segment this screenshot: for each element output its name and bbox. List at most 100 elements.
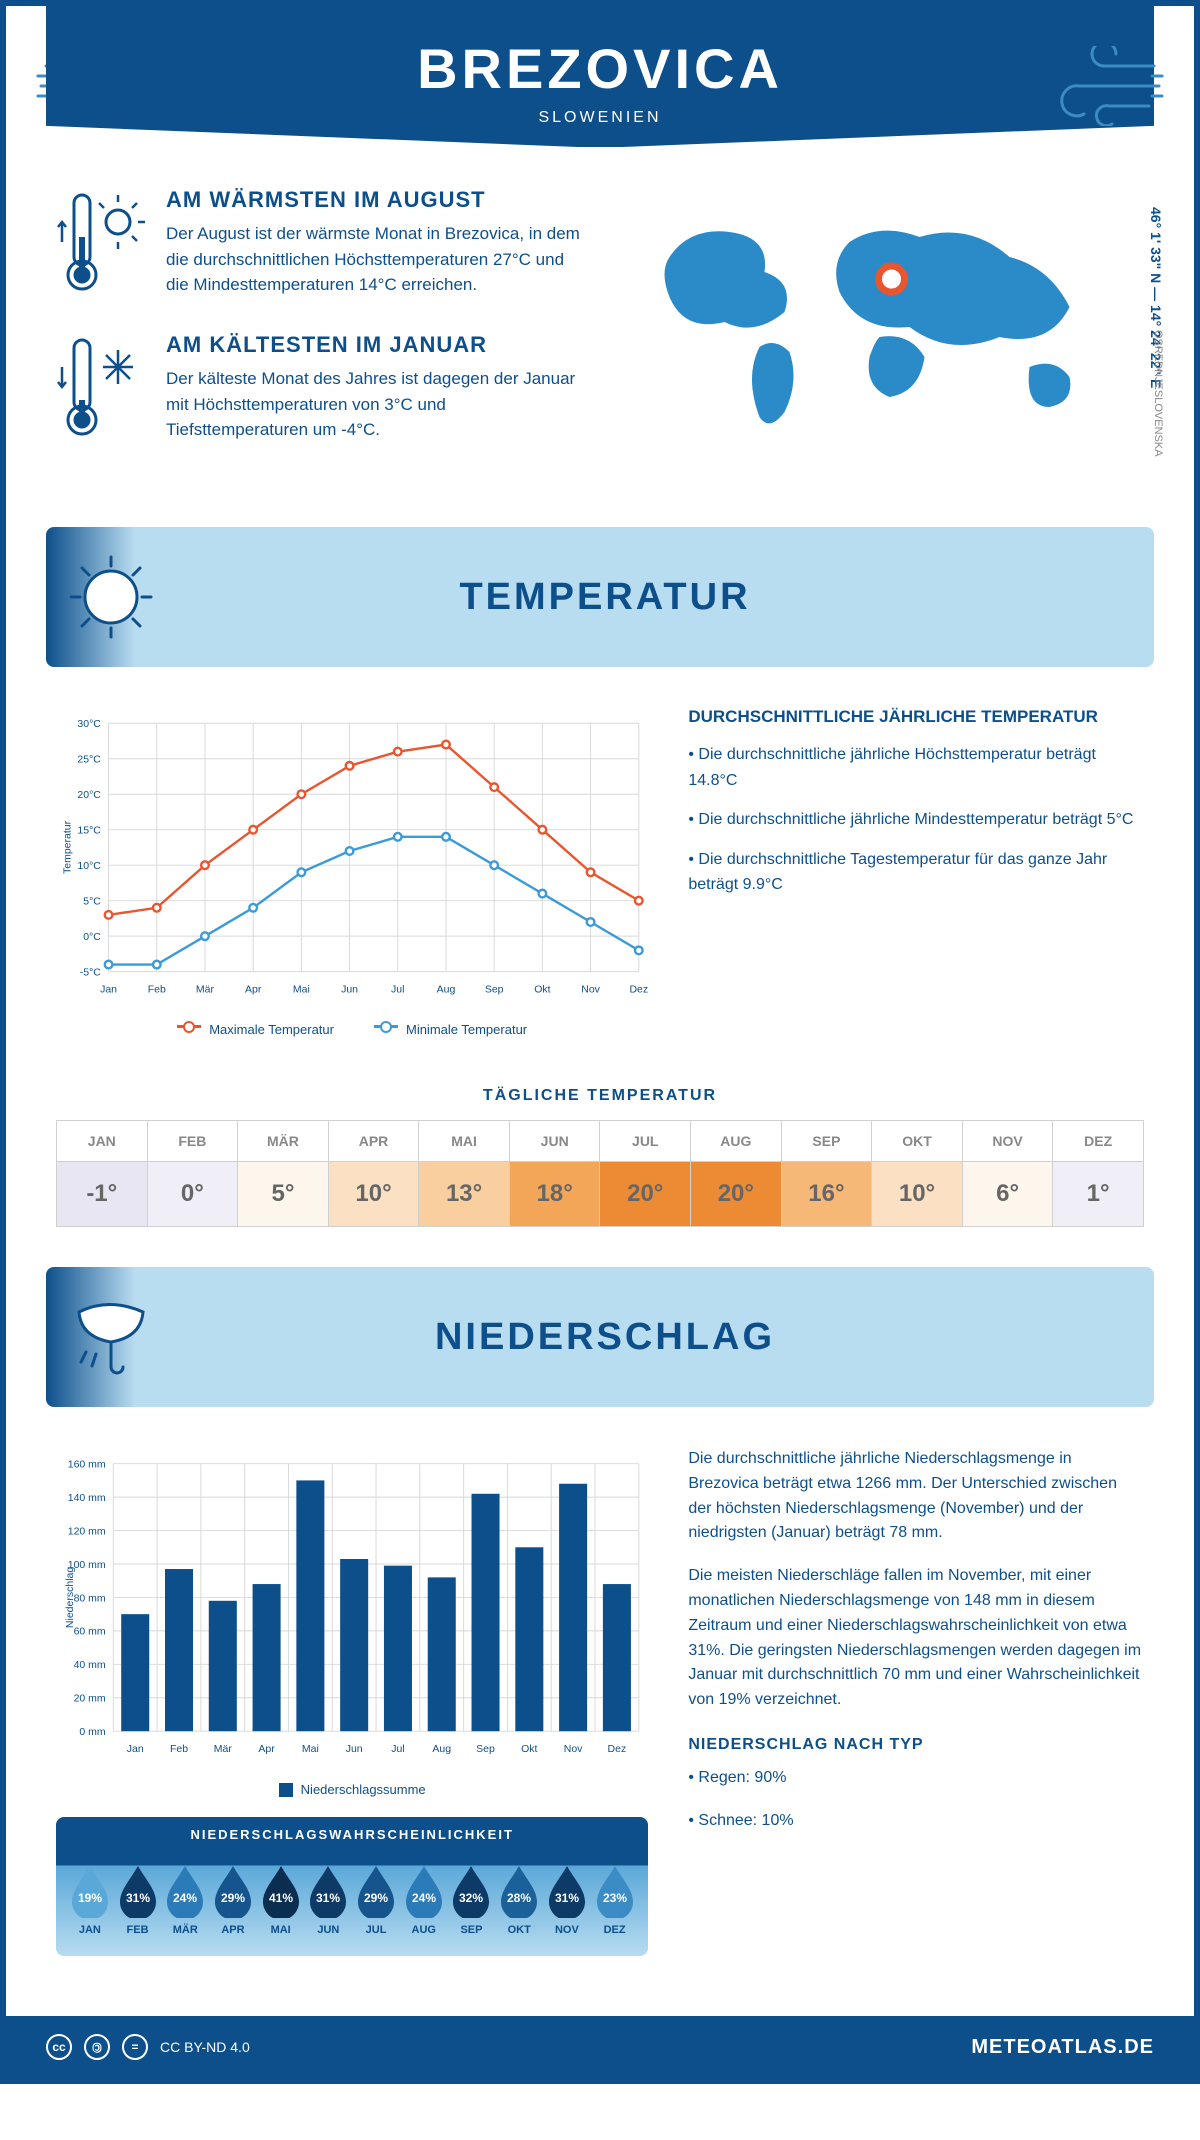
probability-drop: 23%DEZ — [591, 1862, 639, 1936]
intro-section: AM WÄRMSTEN IM AUGUST Der August ist der… — [6, 147, 1194, 507]
country-subtitle: SLOWENIEN — [66, 109, 1134, 127]
svg-text:140 mm: 140 mm — [68, 1492, 106, 1504]
svg-text:-5°C: -5°C — [80, 966, 102, 978]
svg-text:29%: 29% — [364, 1891, 388, 1905]
annual-item-0: • Die durchschnittliche jährliche Höchst… — [688, 742, 1144, 793]
probability-drop: 24%MÄR — [161, 1862, 209, 1936]
svg-text:Jul: Jul — [391, 984, 404, 996]
by-icon: 🄯 — [84, 2034, 110, 2060]
infographic-frame: BREZOVICA SLOWENIEN AM WÄRMSTEN IM AUGUS… — [0, 0, 1200, 2084]
svg-text:Apr: Apr — [258, 1743, 275, 1755]
header-banner: BREZOVICA SLOWENIEN — [46, 6, 1154, 147]
annual-item-2: • Die durchschnittliche Tagestemperatur … — [688, 847, 1144, 898]
temperature-section-header: TEMPERATUR — [46, 527, 1154, 667]
svg-text:Apr: Apr — [245, 984, 262, 996]
warmest-title: AM WÄRMSTEN IM AUGUST — [166, 187, 585, 213]
coldest-title: AM KÄLTESTEN IM JANUAR — [166, 332, 585, 358]
svg-text:Mär: Mär — [196, 984, 215, 996]
svg-text:10°C: 10°C — [77, 860, 101, 872]
svg-text:80 mm: 80 mm — [74, 1592, 106, 1604]
svg-text:Temperatur: Temperatur — [61, 820, 73, 874]
svg-text:0°C: 0°C — [83, 931, 101, 943]
precip-type-1: • Schnee: 10% — [688, 1809, 1144, 1834]
wind-icon-right — [1024, 46, 1164, 131]
daily-cell: MÄR5° — [238, 1121, 329, 1226]
probability-drop: 41%MAI — [257, 1862, 305, 1936]
svg-text:Mai: Mai — [302, 1743, 319, 1755]
coldest-block: AM KÄLTESTEN IM JANUAR Der kälteste Mona… — [56, 332, 585, 447]
svg-text:31%: 31% — [555, 1891, 579, 1905]
svg-text:Dez: Dez — [629, 984, 648, 996]
license-text: CC BY-ND 4.0 — [160, 2039, 250, 2055]
svg-text:30°C: 30°C — [77, 718, 101, 730]
svg-text:15°C: 15°C — [77, 825, 101, 837]
daily-cell: NOV6° — [963, 1121, 1054, 1226]
city-title: BREZOVICA — [66, 36, 1134, 101]
probability-drop: 31%FEB — [114, 1862, 162, 1936]
daily-temperature-title: TÄGLICHE TEMPERATUR — [6, 1087, 1194, 1105]
probability-title: NIEDERSCHLAGSWAHRSCHEINLICHKEIT — [56, 1817, 648, 1852]
cc-icon: cc — [46, 2034, 72, 2060]
temperature-line-chart: -5°C0°C5°C10°C15°C20°C25°C30°CJanFebMärA… — [56, 707, 648, 1007]
probability-drop: 29%APR — [209, 1862, 257, 1936]
precipitation-content: 0 mm20 mm40 mm60 mm80 mm100 mm120 mm140 … — [6, 1427, 1194, 1986]
daily-cell: FEB0° — [148, 1121, 239, 1226]
svg-text:Okt: Okt — [534, 984, 550, 996]
precip-p2: Die meisten Niederschläge fallen im Nove… — [688, 1564, 1144, 1713]
thermometer-snow-icon — [56, 332, 146, 447]
svg-text:Nov: Nov — [581, 984, 600, 996]
license-block: cc 🄯 = CC BY-ND 4.0 — [46, 2034, 250, 2060]
daily-cell: OKT10° — [872, 1121, 963, 1226]
location-marker — [879, 266, 905, 292]
svg-text:40 mm: 40 mm — [74, 1659, 106, 1671]
umbrella-icon — [66, 1292, 156, 1382]
svg-text:Jan: Jan — [127, 1743, 144, 1755]
probability-drop: 32%SEP — [448, 1862, 496, 1936]
precipitation-bar-chart: 0 mm20 mm40 mm60 mm80 mm100 mm120 mm140 … — [56, 1447, 648, 1767]
precip-legend-label: Niederschlagssumme — [301, 1782, 426, 1797]
nd-icon: = — [122, 2034, 148, 2060]
warmest-text: Der August ist der wärmste Monat in Brez… — [166, 221, 585, 298]
precipitation-legend: Niederschlagssumme — [56, 1782, 648, 1797]
sun-icon — [66, 552, 156, 642]
svg-text:60 mm: 60 mm — [74, 1626, 106, 1638]
svg-text:41%: 41% — [269, 1891, 293, 1905]
precipitation-chart-area: 0 mm20 mm40 mm60 mm80 mm100 mm120 mm140 … — [56, 1447, 648, 1956]
svg-text:5°C: 5°C — [83, 895, 101, 907]
precip-type-0: • Regen: 90% — [688, 1766, 1144, 1791]
svg-text:Sep: Sep — [476, 1743, 495, 1755]
svg-text:160 mm: 160 mm — [68, 1459, 106, 1471]
annual-item-1: • Die durchschnittliche jährliche Mindes… — [688, 807, 1144, 833]
svg-text:0 mm: 0 mm — [79, 1726, 106, 1738]
svg-text:Feb: Feb — [170, 1743, 188, 1755]
daily-temperature-table: JAN-1°FEB0°MÄR5°APR10°MAI13°JUN18°JUL20°… — [56, 1120, 1144, 1227]
temperature-legend: Maximale Temperatur Minimale Temperatur — [56, 1022, 648, 1037]
annual-temperature-text: DURCHSCHNITTLICHE JÄHRLICHE TEMPERATUR •… — [688, 707, 1144, 1037]
temperature-title: TEMPERATUR — [186, 576, 1024, 619]
precip-type-title: NIEDERSCHLAG NACH TYP — [688, 1733, 1144, 1758]
precipitation-text: Die durchschnittliche jährliche Niedersc… — [688, 1447, 1144, 1956]
precipitation-section-header: NIEDERSCHLAG — [46, 1267, 1154, 1407]
daily-cell: JUL20° — [600, 1121, 691, 1226]
svg-text:Nov: Nov — [564, 1743, 583, 1755]
svg-text:Mär: Mär — [214, 1743, 233, 1755]
daily-cell: JAN-1° — [57, 1121, 148, 1226]
warmest-block: AM WÄRMSTEN IM AUGUST Der August ist der… — [56, 187, 585, 302]
svg-text:23%: 23% — [603, 1891, 627, 1905]
svg-text:32%: 32% — [459, 1891, 483, 1905]
probability-drops: 19%JAN31%FEB24%MÄR29%APR41%MAI31%JUN29%J… — [56, 1852, 648, 1941]
svg-text:24%: 24% — [412, 1891, 436, 1905]
probability-drop: 24%AUG — [400, 1862, 448, 1936]
svg-text:Aug: Aug — [437, 984, 456, 996]
probability-drop: 28%OKT — [495, 1862, 543, 1936]
probability-drop: 29%JUL — [352, 1862, 400, 1936]
world-map — [615, 187, 1144, 447]
svg-text:24%: 24% — [173, 1891, 197, 1905]
svg-text:19%: 19% — [78, 1891, 102, 1905]
svg-text:120 mm: 120 mm — [68, 1525, 106, 1537]
svg-text:Okt: Okt — [521, 1743, 537, 1755]
svg-text:28%: 28% — [507, 1891, 531, 1905]
legend-max: Maximale Temperatur — [209, 1022, 334, 1037]
daily-cell: AUG20° — [691, 1121, 782, 1226]
svg-text:Jun: Jun — [341, 984, 358, 996]
